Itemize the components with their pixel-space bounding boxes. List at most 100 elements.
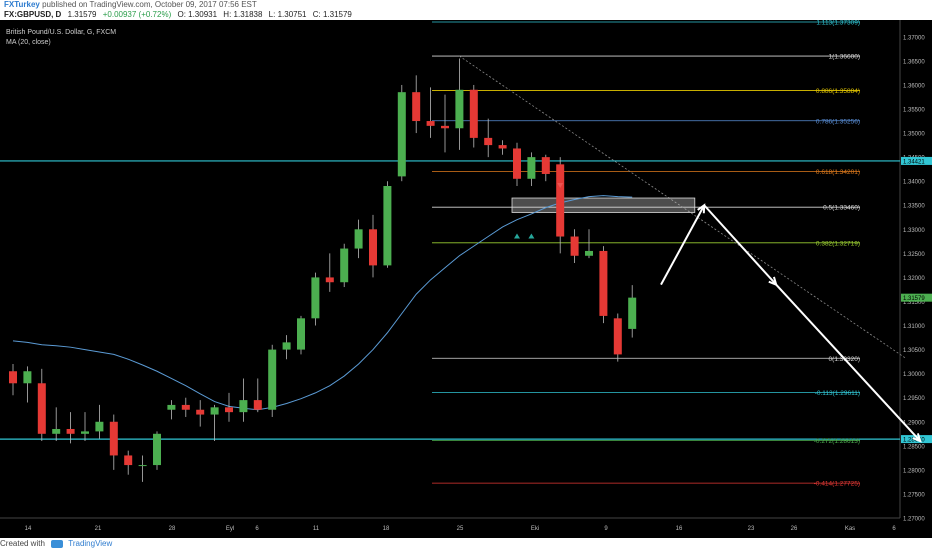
x-tick-label: 23 <box>748 526 755 532</box>
candle-body <box>268 349 277 410</box>
last-price-label: 1.31579 <box>903 296 925 302</box>
candle-body <box>527 157 536 179</box>
open-value: O: 1.30931 <box>177 10 218 19</box>
x-tick-label: Eki <box>531 526 539 532</box>
x-tick-label: 9 <box>604 526 608 532</box>
x-tick-label: Eyl <box>226 526 234 532</box>
x-tick-label: 11 <box>313 526 320 532</box>
y-tick-label: 1.29000 <box>903 420 925 426</box>
y-tick-label: 1.28000 <box>903 468 925 474</box>
last-price: 1.31579 <box>67 10 97 19</box>
x-tick-label: 6 <box>892 526 896 532</box>
candle-body <box>37 383 46 434</box>
y-tick-label: 1.33500 <box>903 204 925 210</box>
fib-level-label: -0.272(1.28613) <box>814 438 860 445</box>
y-tick-label: 1.30500 <box>903 348 925 354</box>
fib-level-label: 0.618(1.34201) <box>816 169 860 176</box>
trendline <box>459 55 907 359</box>
candle-body <box>66 428 75 434</box>
tradingview-logo-icon <box>51 539 64 548</box>
x-tick-label: 21 <box>95 526 102 532</box>
fib-level-label: 0.382(1.32719) <box>816 240 860 247</box>
y-tick-label: 1.36500 <box>903 59 925 65</box>
candle-body <box>469 89 478 138</box>
candle-body <box>383 186 392 266</box>
instrument-label: British Pound/U.S. Dollar, G, FXCM <box>6 29 117 36</box>
x-tick-label: Kas <box>845 526 855 532</box>
chart-legend: British Pound/U.S. Dollar, G, FXCM MA (2… <box>6 28 116 48</box>
candle-body <box>196 409 205 415</box>
created-text: Created with <box>0 539 45 548</box>
author-name[interactable]: FXTurkey <box>4 0 40 9</box>
candle-body <box>541 157 550 174</box>
candle-body <box>81 431 89 434</box>
candle-body <box>109 421 118 456</box>
y-tick-label: 1.27500 <box>903 492 925 498</box>
candle-body <box>628 297 637 329</box>
y-tick-label: 1.34000 <box>903 180 925 186</box>
footer: Created with TradingView <box>0 538 932 550</box>
candle-body <box>153 433 161 466</box>
x-tick-label: 26 <box>791 526 798 532</box>
fib-level-label: -0.414(1.27725) <box>814 481 860 488</box>
sell-signal-icon <box>557 183 564 188</box>
y-tick-label: 1.37000 <box>903 35 925 41</box>
close-value: C: 1.31579 <box>312 10 352 19</box>
candle-body <box>325 277 334 283</box>
symbol-info-bar: FX:GBPUSD, D 1.31579 +0.00937 (+0.72%) O… <box>0 10 932 20</box>
candle-body <box>455 89 464 129</box>
candle-body <box>441 125 449 129</box>
y-tick-label: 1.31000 <box>903 324 925 330</box>
projection-segment <box>703 204 777 286</box>
high-value: H: 1.31838 <box>223 10 263 19</box>
candle-body <box>513 148 521 179</box>
candle-body <box>210 407 219 415</box>
candle-body <box>599 250 608 316</box>
y-tick-label: 1.28500 <box>903 444 925 450</box>
y-tick-label: 1.31500 <box>903 300 925 306</box>
candle-body <box>585 250 593 256</box>
candle-body <box>311 277 320 319</box>
y-tick-label: 1.27000 <box>903 517 925 523</box>
candle-body <box>340 248 349 283</box>
candle-body <box>52 428 61 434</box>
last-price-tag <box>901 293 932 302</box>
fib-level-label: 0.786(1.35256) <box>816 118 860 125</box>
candle-body <box>412 92 421 122</box>
price-change: +0.00937 (+0.72%) <box>102 10 172 19</box>
y-tick-label: 1.30000 <box>903 372 925 378</box>
price-axis <box>900 20 932 538</box>
horizontal-level-label: 1.34421 <box>903 159 925 165</box>
candle-body <box>484 137 493 146</box>
buy-signal-icon <box>514 233 520 239</box>
brand-text[interactable]: TradingView <box>68 539 113 548</box>
candle-body <box>426 121 435 126</box>
candle-body <box>297 318 305 350</box>
candle-body <box>124 455 133 466</box>
candle-body <box>556 164 565 237</box>
price-chart[interactable]: 1.370001.365001.360001.355001.350001.345… <box>0 20 932 538</box>
fib-level-label: 1(1.36600) <box>829 54 860 61</box>
candle-body <box>613 318 622 355</box>
y-tick-label: 1.35000 <box>903 132 925 138</box>
x-tick-label: 6 <box>255 526 259 532</box>
candle-body <box>354 229 363 249</box>
fib-level-label: 0.5(1.33460) <box>823 205 860 212</box>
moving-average-line <box>12 195 633 411</box>
y-tick-label: 1.35500 <box>903 108 925 114</box>
candle-body <box>95 421 104 432</box>
publish-header: FXTurkey published on TradingView.com, O… <box>0 0 932 10</box>
candle-body <box>570 236 579 256</box>
horizontal-level-label: 1.28640 <box>903 438 925 444</box>
publish-text: published on TradingView.com, October 09… <box>42 0 257 9</box>
fib-level-label: 1.113(1.37309) <box>816 20 860 26</box>
low-value: L: 1.30751 <box>268 10 307 19</box>
x-tick-label: 16 <box>676 526 683 532</box>
projection-arrowhead <box>912 433 922 443</box>
candle-body <box>225 407 233 413</box>
horizontal-level-tag <box>901 156 932 165</box>
candle-body <box>498 145 507 149</box>
projection-segment <box>775 283 921 442</box>
candle-body <box>253 400 262 410</box>
